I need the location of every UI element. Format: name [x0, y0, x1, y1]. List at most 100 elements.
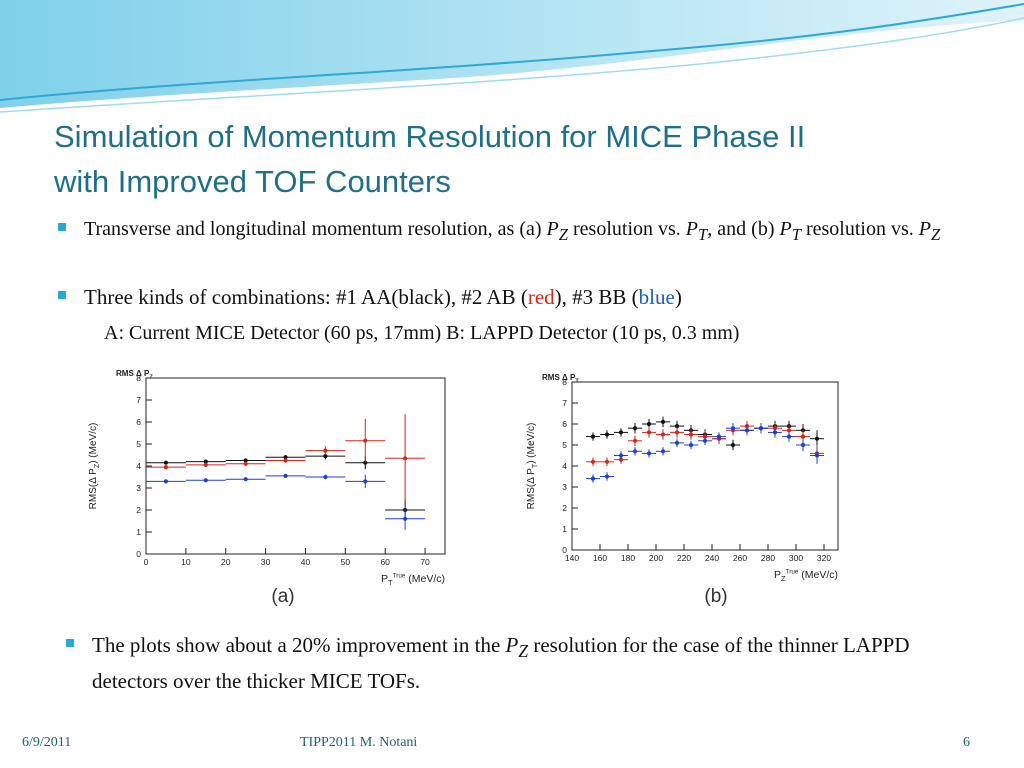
- data-point: [618, 453, 624, 458]
- y-axis-label: RMS(Δ PZ) (MeV/c): [88, 423, 101, 510]
- chart-b: 0 1 2 3 4 5 6 7 8 140 160 180 200 220 240 260 280 300 320 R…: [526, 373, 839, 607]
- data-point: [323, 454, 328, 459]
- bullet-square-icon: [58, 291, 66, 299]
- y-tick-label: 1: [136, 527, 141, 537]
- corner-label: RMS Δ PT: [542, 373, 579, 384]
- data-point: [604, 459, 610, 464]
- panel-label: (b): [704, 586, 727, 607]
- x-tick-label: 220: [677, 553, 691, 563]
- y-tick-label: 3: [562, 482, 567, 492]
- bullet-square-icon: [58, 223, 66, 231]
- plot-frame: [571, 381, 839, 551]
- data-point: [363, 479, 368, 484]
- plot-panel-a: 0 1 2 3 4 5 6 7 8 0 10 20 30 40 50 60 70 RMS Δ PZ RMS(Δ PZ…: [80, 352, 478, 612]
- data-point: [283, 455, 288, 460]
- x-tick-label: 280: [761, 553, 775, 563]
- y-tick-label: 1: [562, 524, 567, 534]
- y-tick-label: 3: [136, 483, 141, 493]
- data-point: [590, 459, 596, 464]
- data-point: [814, 453, 820, 458]
- plot-frame: [145, 377, 446, 555]
- data-point: [590, 434, 596, 439]
- x-tick-label: 160: [593, 553, 607, 563]
- data-point: [590, 476, 596, 481]
- bullet-conclusion: The plots show about a 20% improvement i…: [66, 630, 952, 696]
- data-point: [744, 428, 750, 433]
- data-point: [800, 442, 806, 448]
- data-point: [163, 465, 169, 470]
- data-point: [632, 449, 638, 454]
- data-point: [323, 448, 328, 453]
- data-point: [660, 419, 666, 424]
- y-tick-label: 5: [562, 440, 567, 450]
- data-point: [283, 458, 288, 463]
- x-axis-label: PTTrue (MeV/c): [381, 572, 445, 587]
- data-point: [730, 442, 736, 448]
- header-wave-decoration: [0, 0, 1024, 113]
- y-tick-label: 4: [136, 461, 141, 471]
- plot-panel-b: 0 1 2 3 4 5 6 7 8 140 160 180 200 220 240 260 280 300 320 R…: [520, 356, 888, 612]
- x-tick-label: 140: [565, 553, 579, 563]
- data-point: [618, 430, 624, 435]
- data-point: [772, 430, 778, 435]
- y-tick-label: 4: [562, 461, 567, 471]
- bullet-momentum-resolution: Transverse and longitudinal momentum res…: [58, 214, 954, 250]
- data-point: [688, 442, 694, 448]
- y-axis-label: RMS(Δ PT) (MeV/c): [526, 423, 539, 510]
- data-point: [403, 456, 408, 461]
- data-point: [646, 421, 652, 427]
- blue-label: blue: [638, 285, 675, 309]
- y-tick-label: 8: [562, 377, 567, 387]
- x-tick-label: 50: [341, 557, 351, 567]
- y-tick-label: 5: [136, 439, 141, 449]
- x-tick-label: 260: [733, 553, 747, 563]
- data-point: [674, 440, 680, 445]
- bullet-square-icon: [66, 639, 74, 647]
- x-tick-label: 320: [817, 553, 831, 563]
- corner-label: RMS Δ PZ: [116, 369, 153, 380]
- x-tick-label: 30: [261, 557, 271, 567]
- data-point: [716, 434, 722, 439]
- data-point: [758, 426, 764, 431]
- data-point: [800, 434, 806, 439]
- x-tick-label: 300: [789, 553, 803, 563]
- x-tick-label: 70: [420, 557, 430, 567]
- y-tick-label: 2: [562, 503, 567, 513]
- data-point: [203, 478, 208, 483]
- data-point: [203, 459, 208, 464]
- x-tick-label: 60: [380, 557, 390, 567]
- y-tick-label: 2: [136, 505, 141, 515]
- slide-title-line-1: Simulation of Momentum Resolution for MI…: [54, 119, 806, 154]
- data-point: [363, 460, 368, 465]
- data-point: [674, 424, 680, 429]
- bullet-combinations: Three kinds of combinations: #1 AA(black…: [58, 282, 954, 312]
- data-point: [403, 516, 408, 521]
- data-point: [604, 474, 610, 479]
- data-point: [730, 426, 736, 431]
- data-point: [814, 436, 820, 441]
- red-label: red: [527, 285, 555, 309]
- data-point: [243, 477, 248, 482]
- data-point: [688, 432, 694, 437]
- data-point: [203, 462, 208, 467]
- x-axis-label: PZTrue (MeV/c): [774, 568, 838, 583]
- x-tick-label: 0: [144, 557, 149, 567]
- footer-page-number: 6: [963, 735, 970, 750]
- data-point: [786, 434, 792, 439]
- x-tick-label: 10: [181, 557, 191, 567]
- slide-title-line-2: with Improved TOF Counters: [54, 164, 451, 199]
- y-tick-label: 7: [136, 395, 141, 405]
- slide-title: Simulation of Momentum Resolution for MI…: [54, 114, 994, 204]
- x-tick-label: 20: [221, 557, 231, 567]
- footer-author: TIPP2011 M. Notani: [300, 735, 418, 750]
- data-point: [283, 473, 288, 478]
- data-point: [646, 451, 652, 456]
- data-point: [674, 430, 680, 435]
- y-tick-label: 6: [562, 419, 567, 429]
- data-point: [800, 428, 806, 433]
- data-point: [786, 428, 792, 433]
- detector-description: A: Current MICE Detector (60 ps, 17mm) B…: [104, 322, 740, 344]
- y-tick-label: 6: [136, 417, 141, 427]
- data-point: [163, 460, 169, 465]
- data-point: [702, 438, 708, 443]
